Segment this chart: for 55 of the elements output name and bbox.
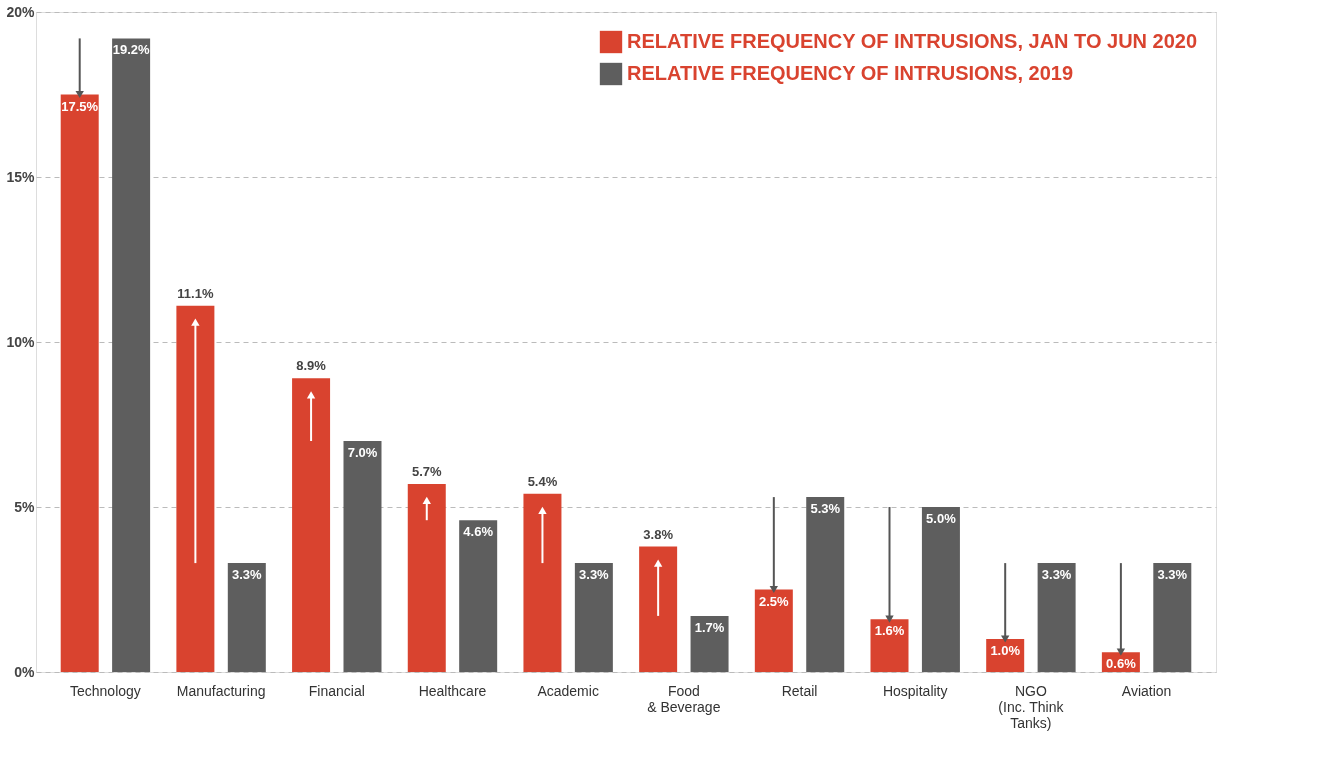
x-tick-label: Aviation xyxy=(1121,682,1172,699)
data-label: 8.9% xyxy=(296,358,327,374)
x-tick-label: Academic xyxy=(537,682,599,699)
x-tick-label: Manufacturing xyxy=(176,682,266,699)
bar xyxy=(1037,563,1076,672)
bar xyxy=(921,507,960,672)
y-tick-label: 0% xyxy=(14,663,36,680)
x-tick-label: Hospitality xyxy=(882,682,948,699)
data-label: 11.1% xyxy=(177,285,214,301)
data-label: 17.5% xyxy=(61,98,99,114)
bar xyxy=(1153,563,1192,672)
data-label: 5.4% xyxy=(527,473,558,489)
bar xyxy=(176,305,215,672)
data-label: 19.2% xyxy=(112,42,150,58)
bar xyxy=(754,589,793,672)
bar xyxy=(459,520,498,672)
y-tick-label: 5% xyxy=(14,498,36,515)
data-label: 1.7% xyxy=(694,619,725,635)
legend-label: RELATIVE FREQUENCY OF INTRUSIONS, 2019 xyxy=(627,62,1074,84)
data-label: 3.3% xyxy=(1041,567,1072,583)
bar xyxy=(574,563,613,672)
data-label: 1.0% xyxy=(990,643,1021,658)
data-label: 5.3% xyxy=(810,501,841,517)
data-label: 7.0% xyxy=(347,445,378,460)
bar xyxy=(343,441,382,672)
x-tick-label: Financial xyxy=(308,682,365,699)
data-label: 3.3% xyxy=(231,567,263,583)
x-tick-label: Technology xyxy=(70,682,141,699)
data-label: 3.3% xyxy=(1157,567,1188,583)
bar xyxy=(407,483,446,672)
y-tick-label: 15% xyxy=(6,168,36,185)
data-label: 5.7% xyxy=(411,463,443,479)
bar xyxy=(639,546,678,672)
bar xyxy=(60,94,99,672)
data-label: 5.0% xyxy=(926,511,957,526)
bar xyxy=(523,493,562,672)
data-label: 2.5% xyxy=(759,593,790,609)
data-label: 3.8% xyxy=(643,526,674,542)
bar xyxy=(112,38,151,672)
x-tick-label: Food & Beverage xyxy=(647,682,721,715)
data-label: 4.6% xyxy=(463,524,494,540)
x-tick-label: Retail xyxy=(781,682,818,699)
y-tick-label: 10% xyxy=(6,333,36,350)
bar xyxy=(870,619,909,672)
data-label: 3.3% xyxy=(579,567,610,583)
legend-label: RELATIVE FREQUENCY OF INTRUSIONS, JAN TO JUN 2020 xyxy=(627,30,1198,52)
x-tick-label: Healthcare xyxy=(418,682,487,699)
bar xyxy=(227,563,266,672)
bar xyxy=(690,615,729,672)
data-label: 0.6% xyxy=(1106,656,1137,672)
y-tick-label: 20% xyxy=(6,3,36,20)
x-tick-label: NGO (Inc. Think Tanks) xyxy=(998,682,1065,731)
data-label: 1.6% xyxy=(874,623,905,639)
bar xyxy=(806,497,845,672)
bar xyxy=(292,378,331,672)
